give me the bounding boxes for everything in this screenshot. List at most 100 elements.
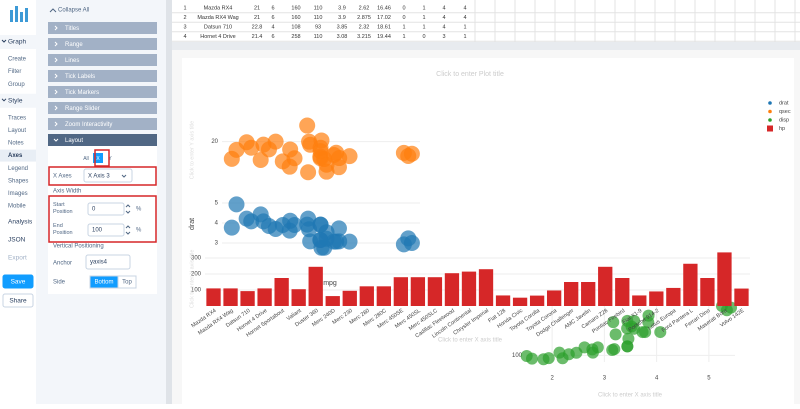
scatter-point bbox=[252, 206, 269, 223]
nav-item[interactable]: Filter bbox=[8, 69, 21, 75]
field-label: Start Position bbox=[53, 202, 73, 215]
nav-item[interactable]: Notes bbox=[8, 141, 24, 147]
table-cell: 4 bbox=[442, 15, 445, 21]
nav-item[interactable]: Legend bbox=[8, 166, 28, 172]
button-label[interactable]: Save bbox=[11, 279, 26, 286]
bar bbox=[512, 297, 528, 306]
toggle-option[interactable]: X bbox=[96, 156, 100, 162]
number-value[interactable]: 0 bbox=[92, 207, 96, 213]
x-axis-title[interactable]: Click to enter X axis title bbox=[598, 393, 663, 399]
y-axis-title[interactable]: Click to enter Y axis title bbox=[189, 250, 195, 309]
side-option[interactable]: Top bbox=[122, 280, 132, 286]
table-cell: 4 bbox=[463, 15, 466, 21]
side-button[interactable] bbox=[117, 275, 137, 289]
legend-label[interactable]: drat bbox=[779, 100, 789, 106]
scatter-point bbox=[606, 343, 619, 356]
section-header[interactable] bbox=[48, 102, 157, 114]
nav-section-title[interactable]: Graph bbox=[8, 39, 26, 46]
nav-item[interactable]: Traces bbox=[8, 115, 26, 121]
legend-label[interactable]: disp bbox=[779, 117, 789, 123]
y-tick-label: 5 bbox=[215, 201, 219, 207]
y-tick-label: 4 bbox=[215, 221, 219, 227]
table-cell: 160 bbox=[291, 15, 300, 21]
button[interactable] bbox=[2, 274, 34, 289]
section-title[interactable]: Range Slider bbox=[65, 106, 100, 112]
section-title[interactable]: Tick Labels bbox=[65, 74, 95, 80]
legend-swatch bbox=[767, 125, 773, 132]
y-axis-title[interactable]: Click to enter Y axis title bbox=[189, 121, 195, 180]
section-title[interactable]: Zoom Interactivity bbox=[65, 122, 112, 128]
scatter-point bbox=[318, 163, 335, 180]
section-header-open[interactable] bbox=[48, 134, 157, 146]
section-title[interactable]: Titles bbox=[65, 26, 79, 32]
section-title[interactable]: Range bbox=[65, 42, 83, 48]
scatter-point bbox=[570, 346, 583, 359]
nav-item[interactable]: Group bbox=[8, 82, 25, 88]
scatter-point bbox=[300, 164, 317, 181]
toggle-active[interactable] bbox=[93, 153, 103, 163]
nav-item[interactable]: Layout bbox=[8, 128, 26, 134]
scatter-point bbox=[621, 340, 634, 353]
table-cell: 16.46 bbox=[377, 5, 391, 11]
section-title[interactable]: Layout bbox=[65, 138, 83, 144]
legend-label[interactable]: hp bbox=[779, 126, 785, 132]
table-cell: Mazda RX4 bbox=[204, 5, 233, 11]
chevron bbox=[1, 98, 7, 102]
bar bbox=[581, 282, 596, 306]
number-value[interactable]: 100 bbox=[92, 228, 103, 234]
section-title[interactable]: Lines bbox=[65, 58, 79, 64]
scatter-point bbox=[281, 158, 298, 175]
toggle-option[interactable]: All bbox=[83, 156, 89, 162]
nav-item[interactable]: Analysis bbox=[8, 219, 33, 226]
table-cell: 1 bbox=[422, 15, 425, 21]
section-header[interactable] bbox=[48, 54, 157, 66]
table-cell: 1 bbox=[422, 24, 425, 30]
number-input[interactable] bbox=[87, 223, 125, 237]
y-tick-label: 200 bbox=[191, 272, 202, 278]
nav-section-title[interactable]: Style bbox=[8, 98, 23, 105]
table-cell: 6 bbox=[271, 5, 274, 11]
section-title[interactable]: Tick Markers bbox=[65, 90, 99, 96]
nav-item[interactable]: Axes bbox=[8, 153, 23, 159]
nav-item[interactable]: Create bbox=[8, 57, 27, 63]
dropdown[interactable] bbox=[85, 254, 131, 270]
y-axis-title[interactable]: drat bbox=[189, 218, 196, 230]
nav-item[interactable]: Export bbox=[8, 255, 27, 262]
legend-label[interactable]: qsec bbox=[779, 109, 791, 115]
toggle-option[interactable]: Y bbox=[108, 156, 112, 162]
legend-swatch bbox=[768, 118, 772, 122]
section-header[interactable] bbox=[48, 86, 157, 98]
bar bbox=[257, 288, 272, 306]
legend-swatch bbox=[768, 109, 772, 114]
nav-item[interactable]: Mobile bbox=[8, 204, 26, 210]
table-cell: 4 bbox=[183, 34, 186, 40]
section-header[interactable] bbox=[48, 38, 157, 50]
nav-item[interactable]: Images bbox=[8, 191, 28, 197]
bar bbox=[461, 271, 477, 306]
scatter-point bbox=[609, 328, 622, 341]
highlight bbox=[94, 149, 110, 167]
x-axis-title[interactable]: mpg bbox=[323, 280, 337, 287]
scatter-point bbox=[300, 210, 317, 227]
spinner[interactable] bbox=[125, 225, 131, 235]
number-input[interactable] bbox=[87, 202, 125, 216]
chevron bbox=[54, 89, 58, 95]
dropdown-value: X Axis 3 bbox=[88, 174, 110, 180]
section-header[interactable] bbox=[48, 70, 157, 82]
field-label: Side bbox=[53, 280, 66, 286]
dropdown[interactable] bbox=[83, 168, 133, 183]
bar bbox=[410, 277, 426, 306]
bar bbox=[734, 288, 749, 306]
collapse-all[interactable]: Collapse All bbox=[58, 8, 89, 14]
x-axis-title[interactable]: Click to enter X axis title bbox=[438, 338, 503, 344]
section-header[interactable] bbox=[48, 118, 157, 130]
spinner[interactable] bbox=[125, 204, 131, 214]
plot-title[interactable]: Click to enter Plot title bbox=[436, 71, 504, 78]
y-tick-label: 3 bbox=[215, 241, 219, 247]
side-option[interactable]: Bottom bbox=[94, 280, 113, 286]
nav-item[interactable]: JSON bbox=[8, 237, 26, 244]
nav-item[interactable]: Shapes bbox=[8, 178, 28, 184]
button-label[interactable]: Share bbox=[9, 298, 27, 305]
section-header[interactable] bbox=[48, 22, 157, 34]
button[interactable] bbox=[2, 293, 34, 308]
